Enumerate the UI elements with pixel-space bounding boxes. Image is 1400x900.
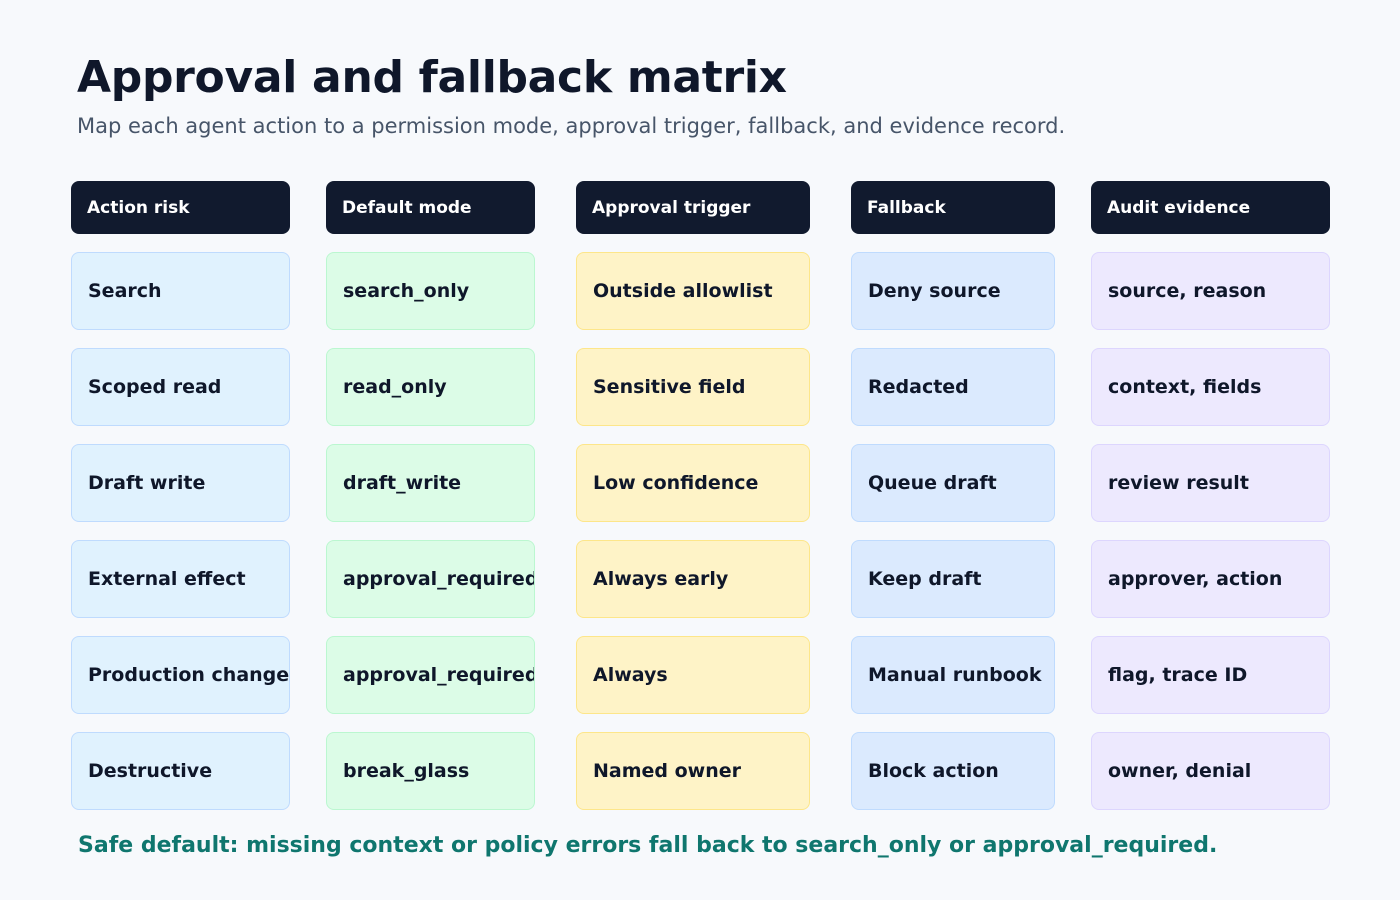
cell-audit-evidence: flag, trace ID (1091, 636, 1330, 714)
cell-audit-evidence: source, reason (1091, 252, 1330, 330)
column-header-fallback: Fallback (851, 181, 1055, 234)
cell-default-mode: break_glass (326, 732, 535, 810)
cell-approval-trigger: Outside allowlist (576, 252, 810, 330)
column-fallback: Fallback Deny source Redacted Queue draf… (851, 181, 1055, 810)
cell-audit-evidence: owner, denial (1091, 732, 1330, 810)
column-header-default-mode: Default mode (326, 181, 535, 234)
cell-default-mode: approval_required (326, 636, 535, 714)
cell-action-risk: Scoped read (71, 348, 290, 426)
cell-action-risk: Search (71, 252, 290, 330)
cell-fallback: Block action (851, 732, 1055, 810)
cell-default-mode: search_only (326, 252, 535, 330)
cell-approval-trigger: Always (576, 636, 810, 714)
cell-audit-evidence: context, fields (1091, 348, 1330, 426)
column-header-audit-evidence: Audit evidence (1091, 181, 1330, 234)
cell-action-risk: Destructive (71, 732, 290, 810)
cell-approval-trigger: Sensitive field (576, 348, 810, 426)
cell-action-risk: Draft write (71, 444, 290, 522)
column-default-mode: Default mode search_only read_only draft… (326, 181, 535, 810)
cell-fallback: Manual runbook (851, 636, 1055, 714)
page-title: Approval and fallback matrix (77, 52, 787, 103)
cell-audit-evidence: review result (1091, 444, 1330, 522)
cell-default-mode: approval_required (326, 540, 535, 618)
cell-default-mode: read_only (326, 348, 535, 426)
cell-approval-trigger: Always early (576, 540, 810, 618)
cell-fallback: Deny source (851, 252, 1055, 330)
page-subtitle: Map each agent action to a permission mo… (77, 114, 1066, 138)
column-header-approval-trigger: Approval trigger (576, 181, 810, 234)
cell-fallback: Queue draft (851, 444, 1055, 522)
cell-approval-trigger: Named owner (576, 732, 810, 810)
column-action-risk: Action risk Search Scoped read Draft wri… (71, 181, 290, 810)
cell-approval-trigger: Low confidence (576, 444, 810, 522)
cell-default-mode: draft_write (326, 444, 535, 522)
cell-action-risk: External effect (71, 540, 290, 618)
column-audit-evidence: Audit evidence source, reason context, f… (1091, 181, 1330, 810)
safe-default-note: Safe default: missing context or policy … (78, 833, 1218, 858)
cell-action-risk: Production change (71, 636, 290, 714)
cell-fallback: Redacted (851, 348, 1055, 426)
column-approval-trigger: Approval trigger Outside allowlist Sensi… (576, 181, 810, 810)
column-header-action-risk: Action risk (71, 181, 290, 234)
cell-audit-evidence: approver, action (1091, 540, 1330, 618)
cell-fallback: Keep draft (851, 540, 1055, 618)
